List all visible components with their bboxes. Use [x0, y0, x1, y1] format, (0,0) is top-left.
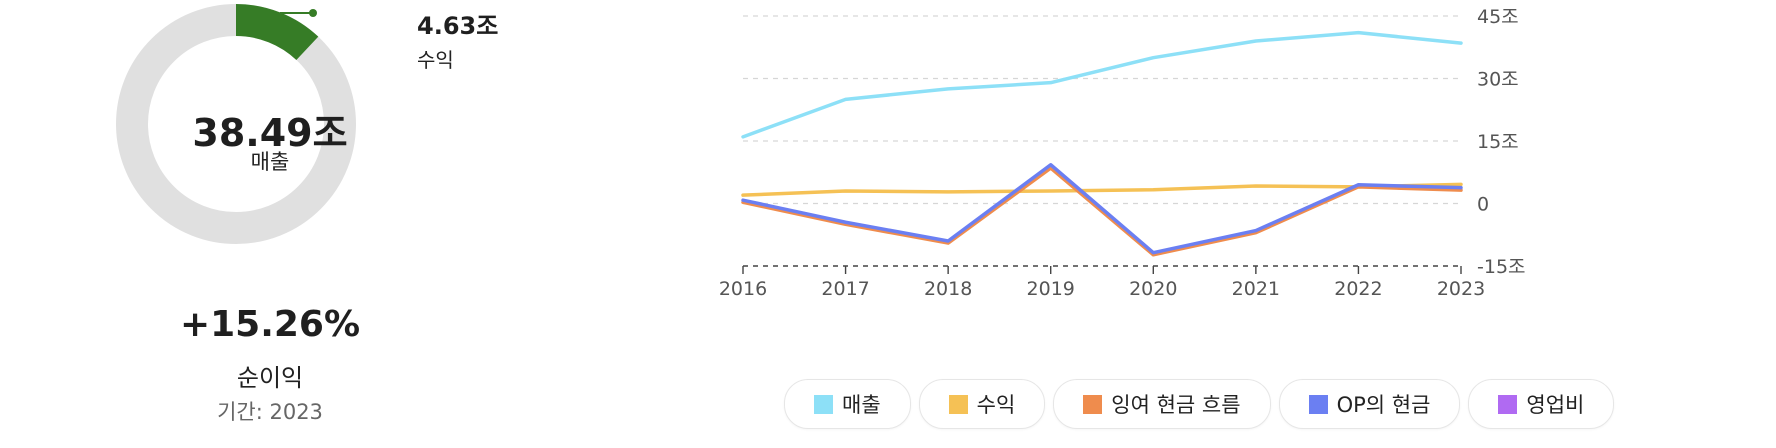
x-tick-label: 2018 — [924, 278, 972, 300]
x-tick-label: 2017 — [821, 278, 869, 300]
legend-item[interactable]: 매출 — [784, 379, 911, 429]
x-tick-label: 2021 — [1232, 278, 1280, 300]
donut-panel: 38.49조 매출 4.63조 수익 +15.26% 순이익 기간: 2023 — [0, 0, 640, 448]
donut-center-label: 매출 — [250, 150, 290, 174]
legend-item[interactable]: OP의 현금 — [1278, 379, 1461, 429]
donut-highlight-segment — [235, 4, 319, 61]
donut-center-value: 38.49조 — [192, 111, 348, 155]
series-line — [741, 163, 1463, 255]
callout-label: 수익 — [417, 48, 454, 72]
series-line — [741, 166, 1463, 257]
y-tick-label: 45조 — [1477, 6, 1519, 28]
callout-leader-dot — [309, 9, 317, 17]
legend-label: OP의 현금 — [1336, 393, 1431, 417]
chart-legend: 매출 수익 잉여 현금 흐름 OP의 현금 영업비 — [784, 379, 1615, 429]
change-label: 순이익 — [236, 364, 304, 392]
legend-label: 잉여 현금 흐름 — [1111, 393, 1241, 417]
period-label: 기간: 2023 — [217, 400, 323, 424]
x-tick-label: 2020 — [1129, 278, 1177, 300]
legend-swatch — [948, 394, 968, 414]
legend-swatch — [1498, 394, 1518, 414]
legend-label: 영업비 — [1526, 393, 1585, 417]
x-tick-label: 2022 — [1334, 278, 1382, 300]
legend-item[interactable]: 수익 — [918, 379, 1046, 429]
y-tick-label: 15조 — [1477, 131, 1519, 153]
series-line — [741, 182, 1463, 197]
series-line — [741, 30, 1463, 139]
y-tick-label: 0 — [1477, 194, 1489, 216]
y-tick-label: 30조 — [1477, 69, 1519, 91]
legend-label: 수익 — [976, 393, 1016, 417]
change-percentage: +15.26% — [179, 304, 361, 345]
donut-chart — [116, 4, 356, 244]
legend-item[interactable]: 영업비 — [1468, 379, 1615, 429]
legend-swatch — [1083, 394, 1103, 414]
legend-label: 매출 — [842, 393, 881, 417]
legend-item[interactable]: 잉여 현금 흐름 — [1053, 379, 1271, 429]
legend-swatch — [814, 394, 833, 414]
y-tick-label: -15조 — [1477, 256, 1526, 278]
x-tick-label: 2019 — [1027, 278, 1075, 300]
legend-swatch — [1308, 394, 1328, 414]
x-tick-label: 2023 — [1437, 278, 1485, 300]
line-chart: 45조 30조 15조 0 -15조 2016 2017 2018 2019 2020 2021 20… — [719, 6, 1526, 300]
callout-value: 4.63조 — [417, 12, 499, 40]
x-tick-label: 2016 — [719, 278, 767, 300]
